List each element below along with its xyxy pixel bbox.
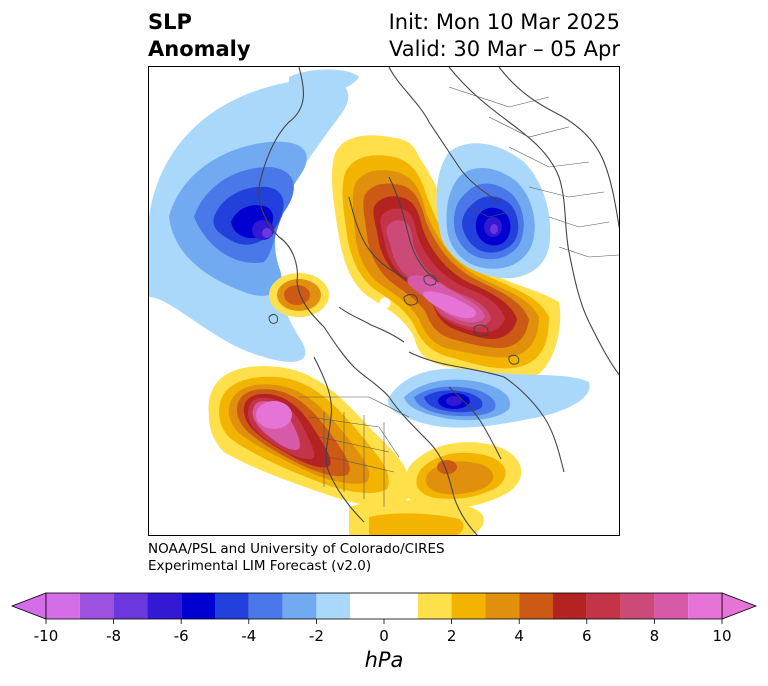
colorbar-unit-label: hPa (364, 648, 404, 672)
anomaly-low-nweurope (436, 143, 551, 279)
country-borders (299, 86, 619, 507)
map-title: SLP Anomaly (148, 9, 251, 63)
colorbar-bin (215, 593, 249, 619)
slp-anomaly-map (148, 66, 620, 536)
colorbar-bin (316, 593, 351, 619)
forecast-dates: Init: Mon 10 Mar 2025 Valid: 30 Mar – 05… (389, 9, 620, 63)
colorbar-bin (113, 593, 148, 619)
colorbar-bin (417, 593, 452, 619)
anomaly-low-nepacific (149, 79, 349, 362)
islands (268, 274, 520, 365)
coastlines (258, 67, 619, 535)
colorbar-bin (350, 593, 418, 619)
anomaly-low-aleutian (289, 69, 359, 96)
colorbar (10, 592, 758, 624)
colorbar-tick-label: -4 (241, 627, 257, 645)
colorbar-bin (654, 593, 689, 619)
credit-line-1: NOAA/PSL and University of Colorado/CIRE… (148, 541, 445, 557)
colorbar-bin (147, 593, 182, 619)
map-canvas (149, 67, 619, 535)
anomaly-high-arctic (331, 135, 561, 381)
colorbar-tick-label: 8 (649, 627, 660, 645)
colorbar-bin (181, 593, 215, 619)
colorbar-min-extend (10, 592, 47, 620)
anomaly-high-eastasia (349, 500, 484, 535)
title-line-1: SLP (148, 10, 192, 34)
colorbar-bin (519, 593, 553, 619)
north-pole-marker (379, 297, 391, 309)
colorbar-bin (46, 593, 80, 619)
anomaly-high-europe (269, 273, 329, 317)
colorbar-bin (282, 593, 317, 619)
anomaly-high-westus (208, 366, 410, 507)
colorbar-tick-label: 0 (379, 627, 389, 645)
title-line-2: Anomaly (148, 37, 251, 61)
colorbar-tick-label: 6 (582, 627, 592, 645)
colorbar-tick-label: -2 (308, 627, 324, 645)
colorbar-tick-label: -8 (106, 627, 122, 645)
colorbar-tick-label: -10 (33, 627, 59, 645)
colorbar-tick-label: 4 (514, 627, 524, 645)
colorbar-max-extend (721, 592, 758, 620)
colorbar-tick-label: -6 (173, 627, 189, 645)
valid-date-label: Valid: 30 Mar – 05 Apr (389, 37, 620, 61)
anomaly-low-atlantic (388, 368, 590, 428)
colorbar-bin (451, 593, 486, 619)
credit-text: NOAA/PSL and University of Colorado/CIRE… (148, 541, 445, 575)
colorbar-bin (620, 593, 655, 619)
colorbar-bin (586, 593, 621, 619)
colorbar-bin (248, 593, 283, 619)
colorbar-bin (553, 593, 587, 619)
colorbar-tick-label: 10 (712, 627, 732, 645)
init-date-label: Init: Mon 10 Mar 2025 (388, 10, 620, 34)
colorbar-tick-label: 2 (446, 627, 457, 645)
colorbar-bin (485, 593, 520, 619)
colorbar-bin (79, 593, 114, 619)
anomaly-high-eatlantic (404, 442, 522, 509)
credit-line-2: Experimental LIM Forecast (v2.0) (148, 558, 372, 574)
colorbar-bin (688, 593, 722, 619)
